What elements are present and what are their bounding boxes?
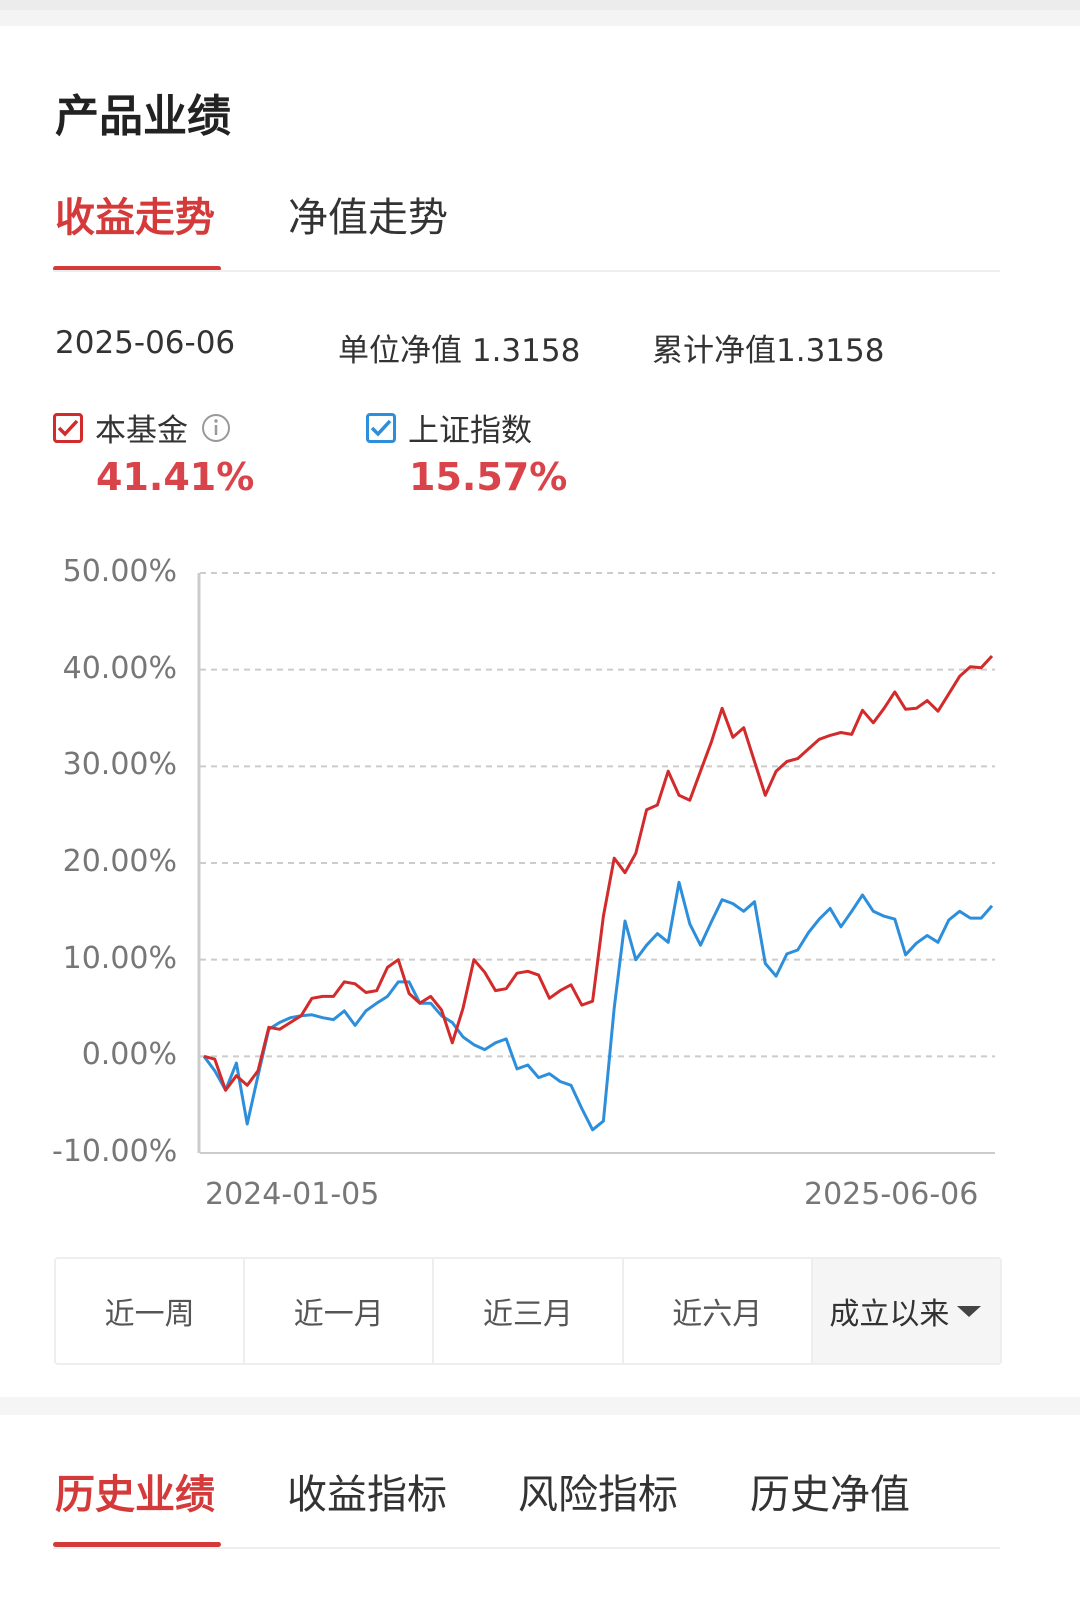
range-6m[interactable]: 近六月 bbox=[624, 1259, 813, 1363]
checkbox-fund[interactable] bbox=[53, 412, 83, 443]
legend-index-label: 上证指数 bbox=[408, 413, 532, 449]
caret-down-icon bbox=[957, 1306, 982, 1317]
range-1m[interactable]: 近一月 bbox=[245, 1259, 435, 1363]
y-tick-label: 40.00% bbox=[62, 650, 177, 686]
legend-fund-label: 本基金 bbox=[95, 413, 188, 449]
index-return: 15.57% bbox=[409, 455, 568, 499]
info-icon[interactable] bbox=[200, 412, 232, 444]
range-selector: 近一周 近一月 近三月 近六月 成立以来 bbox=[54, 1257, 1002, 1365]
check-icon bbox=[370, 419, 392, 437]
y-tick-label: 0.00% bbox=[81, 1037, 177, 1073]
active-tab-underline bbox=[53, 266, 221, 271]
unit-nav-label: 单位净值 1.3158 bbox=[338, 333, 581, 369]
checkbox-index[interactable] bbox=[366, 412, 396, 443]
date-label: 2025-06-06 bbox=[55, 325, 236, 361]
y-tick-label: 50.00% bbox=[62, 554, 177, 589]
legend-fund[interactable]: 本基金 bbox=[53, 405, 232, 450]
y-tick-label: 10.00% bbox=[62, 940, 177, 976]
x-tick-end: 2025-06-06 bbox=[804, 1177, 979, 1212]
status-strip bbox=[0, 0, 1080, 10]
tab-risk-metrics[interactable]: 风险指标 bbox=[518, 1472, 678, 1518]
x-tick-start: 2024-01-05 bbox=[205, 1177, 380, 1212]
fund-return: 41.41% bbox=[96, 455, 255, 499]
return-chart[interactable] bbox=[0, 0, 1080, 1250]
tab-history-performance[interactable]: 历史业绩 bbox=[55, 1472, 215, 1518]
range-since-inception[interactable]: 成立以来 bbox=[812, 1259, 1001, 1363]
tab-divider bbox=[53, 270, 1000, 272]
check-icon bbox=[57, 419, 79, 437]
range-3m[interactable]: 近三月 bbox=[434, 1259, 624, 1363]
y-tick-label: -10.00% bbox=[52, 1134, 178, 1169]
legend-index[interactable]: 上证指数 bbox=[366, 405, 532, 450]
series-line-index bbox=[202, 880, 994, 1132]
y-tick-label: 30.00% bbox=[62, 747, 177, 783]
y-tick-label: 20.00% bbox=[62, 844, 177, 879]
range-since-inception-label: 成立以来 bbox=[829, 1297, 950, 1332]
tab-nav-trend[interactable]: 净值走势 bbox=[288, 195, 448, 241]
tab-history-nav[interactable]: 历史净值 bbox=[750, 1472, 910, 1518]
tab-return-trend[interactable]: 收益走势 bbox=[55, 195, 215, 241]
section-separator bbox=[0, 1397, 1080, 1415]
section-title: 产品业绩 bbox=[55, 91, 231, 142]
range-1w[interactable]: 近一周 bbox=[56, 1259, 246, 1363]
series-line-fund bbox=[203, 654, 994, 1092]
tab-return-metrics[interactable]: 收益指标 bbox=[287, 1472, 447, 1518]
bottom-tab-divider bbox=[53, 1547, 1000, 1549]
bottom-active-underline bbox=[53, 1542, 221, 1547]
acc-nav-label: 累计净值1.3158 bbox=[652, 333, 885, 369]
